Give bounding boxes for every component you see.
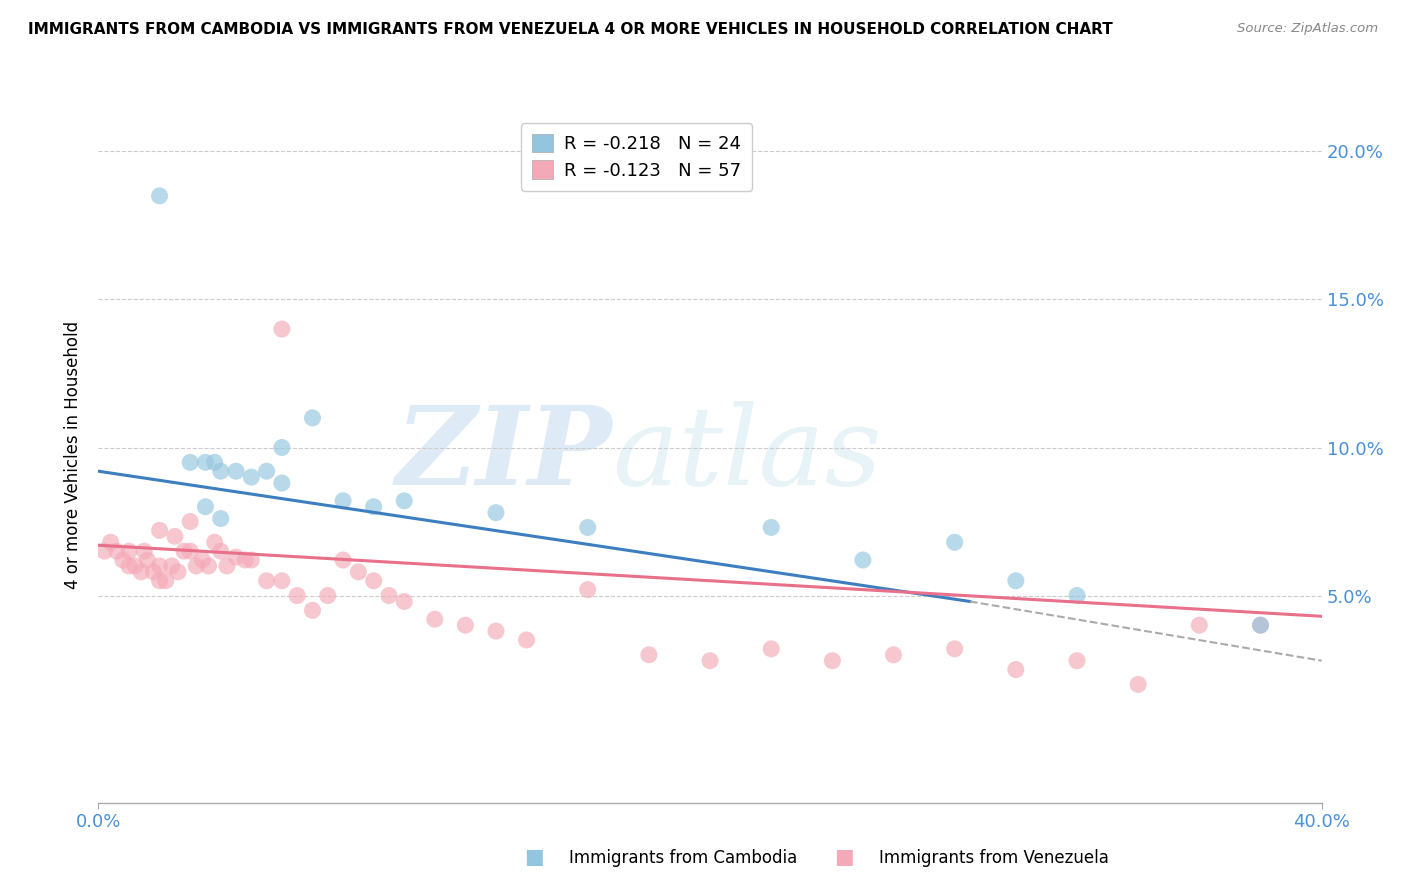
Text: Immigrants from Cambodia: Immigrants from Cambodia (569, 849, 797, 867)
Point (105, 544, 128, 558)
Point (149, 574, 172, 588)
Text: ZIP: ZIP (395, 401, 612, 508)
Point (118, 544, 141, 558)
Point (240, 470, 263, 484)
Point (149, 524, 172, 538)
Point (149, 189, 172, 203)
Point (129, 565, 152, 579)
Point (173, 544, 195, 558)
Point (454, 618, 477, 632)
Point (392, 493, 416, 508)
Text: Source: ZipAtlas.com: Source: ZipAtlas.com (1237, 22, 1378, 36)
Point (124, 558, 146, 573)
Point (759, 520, 782, 534)
Point (225, 550, 247, 565)
Point (191, 553, 214, 567)
Point (485, 624, 508, 638)
Point (256, 464, 278, 478)
Point (179, 515, 201, 529)
Point (332, 493, 354, 508)
Point (194, 500, 217, 514)
Point (301, 603, 323, 617)
Point (197, 558, 219, 573)
Point (160, 558, 183, 573)
Point (759, 641, 782, 656)
Point (149, 558, 172, 573)
Point (516, 632, 538, 647)
Point (1128, 677, 1150, 691)
Point (155, 574, 177, 588)
Point (136, 553, 159, 567)
Point (209, 544, 232, 558)
Point (576, 582, 599, 597)
Point (363, 500, 385, 514)
Point (1066, 589, 1088, 603)
Text: IMMIGRANTS FROM CAMBODIA VS IMMIGRANTS FROM VENEZUELA 4 OR MORE VEHICLES IN HOUS: IMMIGRANTS FROM CAMBODIA VS IMMIGRANTS F… (28, 22, 1114, 37)
Text: Immigrants from Venezuela: Immigrants from Venezuela (879, 849, 1108, 867)
Point (100, 535, 122, 549)
Point (270, 574, 292, 588)
Point (270, 441, 292, 455)
Point (332, 553, 354, 567)
Point (179, 455, 201, 469)
Point (378, 589, 401, 603)
Point (118, 558, 141, 573)
Point (209, 511, 232, 525)
Point (93, 544, 115, 558)
Point (167, 565, 190, 579)
Point (270, 322, 292, 336)
Point (256, 574, 278, 588)
Point (347, 565, 370, 579)
Point (852, 553, 875, 567)
Point (204, 535, 226, 549)
Point (1188, 618, 1211, 632)
Point (316, 589, 339, 603)
Point (233, 553, 256, 567)
Point (699, 654, 721, 668)
Point (194, 455, 217, 469)
Point (186, 558, 208, 573)
Point (240, 553, 263, 567)
Point (215, 558, 238, 573)
Point (134, 544, 156, 558)
Point (1004, 663, 1026, 677)
Point (943, 641, 966, 656)
Text: ■: ■ (834, 847, 853, 867)
Legend: R = -0.218   N = 24, R = -0.123   N = 57: R = -0.218 N = 24, R = -0.123 N = 57 (522, 123, 752, 191)
Text: atlas: atlas (612, 401, 882, 508)
Point (285, 589, 308, 603)
Point (821, 654, 844, 668)
Point (576, 520, 599, 534)
Point (485, 506, 508, 520)
Point (883, 648, 905, 662)
Point (301, 411, 323, 425)
Point (637, 648, 661, 662)
Point (204, 455, 226, 469)
Point (209, 464, 232, 478)
Point (1249, 618, 1271, 632)
Point (142, 565, 165, 579)
Point (163, 529, 186, 543)
Point (392, 594, 416, 608)
Point (1066, 654, 1088, 668)
Text: ■: ■ (524, 847, 544, 867)
Point (270, 476, 292, 491)
Y-axis label: 4 or more Vehicles in Household: 4 or more Vehicles in Household (65, 321, 83, 589)
Point (1004, 574, 1026, 588)
Point (1249, 618, 1271, 632)
Point (225, 464, 247, 478)
Point (179, 544, 201, 558)
Point (423, 612, 446, 626)
Point (111, 553, 134, 567)
Point (363, 574, 385, 588)
Point (943, 535, 966, 549)
